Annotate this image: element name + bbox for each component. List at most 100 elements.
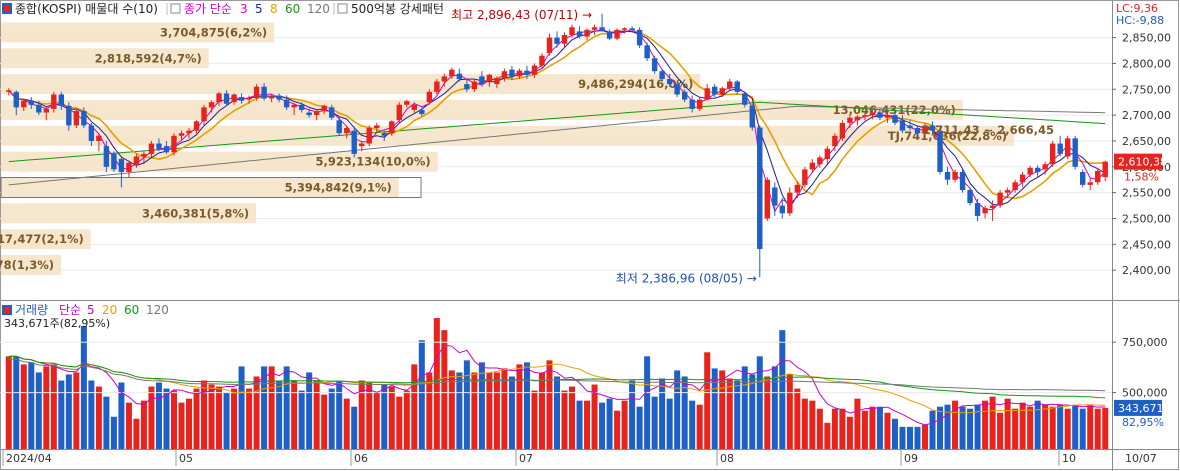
candle-body (411, 104, 418, 110)
candle-body (666, 78, 673, 85)
candle-body (524, 70, 530, 75)
volume-bar (65, 374, 72, 449)
volume-bar (576, 400, 583, 449)
candle (486, 73, 493, 87)
volume-bar (921, 424, 929, 449)
volume-title: 거래량 (15, 303, 48, 317)
candle (253, 84, 260, 101)
volume-bar (358, 380, 365, 449)
candle (88, 122, 95, 147)
candle (546, 33, 553, 56)
candle-body (727, 81, 733, 89)
ma60-line (8, 101, 1106, 163)
volume-bar (426, 372, 433, 449)
volume-profile-label: 1,217,477(2,1%) (0, 232, 84, 246)
candle (28, 97, 34, 109)
candle (298, 102, 305, 113)
candle (749, 103, 755, 131)
volume-profile-bar (1, 229, 91, 250)
price-tick-label: 2,550,00 (1122, 187, 1171, 200)
candle (696, 97, 703, 111)
candle (524, 66, 530, 79)
candle-body (794, 184, 801, 193)
volume-bar (636, 406, 643, 449)
candle (464, 79, 470, 92)
candle (681, 89, 688, 103)
volume-bar (1072, 404, 1079, 449)
candle (989, 200, 996, 222)
candle-body (471, 81, 478, 90)
volume-bars (5, 318, 1109, 449)
price-tick-label: 2,700,00 (1122, 109, 1171, 122)
candle-body (366, 128, 372, 144)
candle-body (501, 71, 508, 78)
candle (689, 95, 695, 113)
low-price-annotation: 최저 2,386,96 (08/05) → (616, 271, 757, 285)
candle-body (66, 105, 72, 126)
volume-bar (343, 398, 350, 449)
candle-body (396, 104, 402, 121)
volume-profile-label: 13,046,431(22,0%) (833, 103, 956, 117)
volume-bar (110, 416, 117, 449)
volume-bar (351, 406, 358, 449)
candle (1034, 165, 1041, 178)
candle (1102, 160, 1108, 182)
ma-legend-label: 종가 단순 (184, 2, 232, 16)
volume-bar (73, 372, 80, 449)
date-tick-label: 10/07 (1125, 452, 1157, 465)
volume-bar (1087, 404, 1094, 449)
candle-body (554, 37, 560, 44)
candle-body (659, 71, 665, 79)
candle (494, 76, 500, 89)
price-tick-label: 2,500,00 (1122, 212, 1171, 225)
candle-body (291, 104, 297, 108)
candle-body (1064, 138, 1071, 157)
volume-bar (1079, 408, 1086, 449)
candle-body (614, 29, 620, 39)
volume-bar (952, 400, 959, 449)
candle-body (561, 35, 568, 44)
candle (411, 102, 418, 113)
candle (599, 13, 605, 32)
date-axis: 2024/04 05 06 07 08 09 10 10/07 (2, 449, 1157, 466)
volume-bar (388, 386, 395, 449)
candle (223, 90, 230, 106)
pattern-legend-label: 500억봉 강세패턴 (351, 2, 444, 16)
volume-bar (1004, 398, 1011, 449)
candle (118, 156, 125, 188)
volume-profile-bar (1, 203, 257, 224)
candle (81, 107, 87, 129)
candle (802, 166, 808, 188)
volume-bar (163, 388, 170, 449)
candle-body (276, 95, 282, 100)
volume-bar (659, 378, 666, 449)
candle (1049, 140, 1056, 167)
volume-bar (95, 386, 102, 449)
volume-bar (411, 364, 418, 449)
candle (1004, 187, 1011, 198)
candle-body (156, 143, 162, 149)
candle-body (914, 128, 921, 134)
candle-body (88, 125, 95, 141)
candle (1095, 167, 1101, 185)
volume-bar (906, 426, 913, 449)
volume-bar (719, 370, 726, 449)
volume-ma120-line (8, 358, 1106, 392)
candle (501, 68, 508, 82)
candle (1019, 171, 1026, 188)
candle-body (178, 133, 185, 136)
candle (163, 140, 170, 154)
candle-body (494, 77, 500, 85)
candle-body (636, 29, 643, 46)
current-volume-label: 343,671 (1118, 402, 1164, 415)
volume-bar (584, 400, 591, 449)
candle (268, 94, 275, 103)
candle-body (606, 31, 613, 39)
volume-bar (1034, 400, 1041, 449)
volume-bar (298, 390, 305, 449)
volume-bar (456, 372, 463, 449)
candle (952, 169, 958, 183)
volume-ma-period: 5 (87, 303, 95, 317)
candle-body (982, 208, 988, 214)
